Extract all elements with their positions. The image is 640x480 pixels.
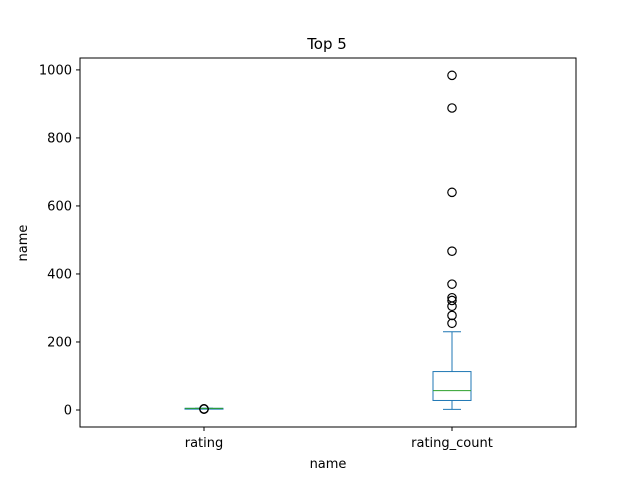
chart-title: Top 5 (306, 35, 347, 53)
iqr-box (432, 371, 472, 401)
outlier-point (447, 246, 457, 256)
outlier-point (447, 295, 457, 306)
y-tick-label: 400 (47, 267, 72, 282)
outlier-point (199, 404, 209, 414)
outlier-point (447, 292, 457, 303)
x-tick-label: rating (185, 436, 224, 451)
outlier-point (447, 279, 457, 289)
box-series-rating (184, 404, 224, 414)
y-tick-label: 1000 (39, 63, 72, 78)
outlier-point (447, 103, 457, 113)
y-tick-label: 600 (47, 199, 72, 214)
outlier-point (447, 187, 457, 198)
x-axis: rating rating_count (185, 427, 493, 451)
outlier-point (447, 310, 457, 321)
box-series-rating-count (432, 70, 472, 410)
x-axis-label: name (310, 457, 347, 472)
y-tick-label: 800 (47, 131, 72, 146)
y-tick-label: 200 (47, 335, 72, 350)
axes-frame (79, 57, 577, 428)
y-axis-label: name (16, 225, 31, 262)
plot-area (184, 70, 472, 414)
x-tick-label: rating_count (411, 436, 493, 451)
outlier-point (447, 70, 457, 81)
y-axis: 0 200 400 600 800 1000 (39, 63, 80, 418)
y-tick-label: 0 (64, 403, 72, 418)
